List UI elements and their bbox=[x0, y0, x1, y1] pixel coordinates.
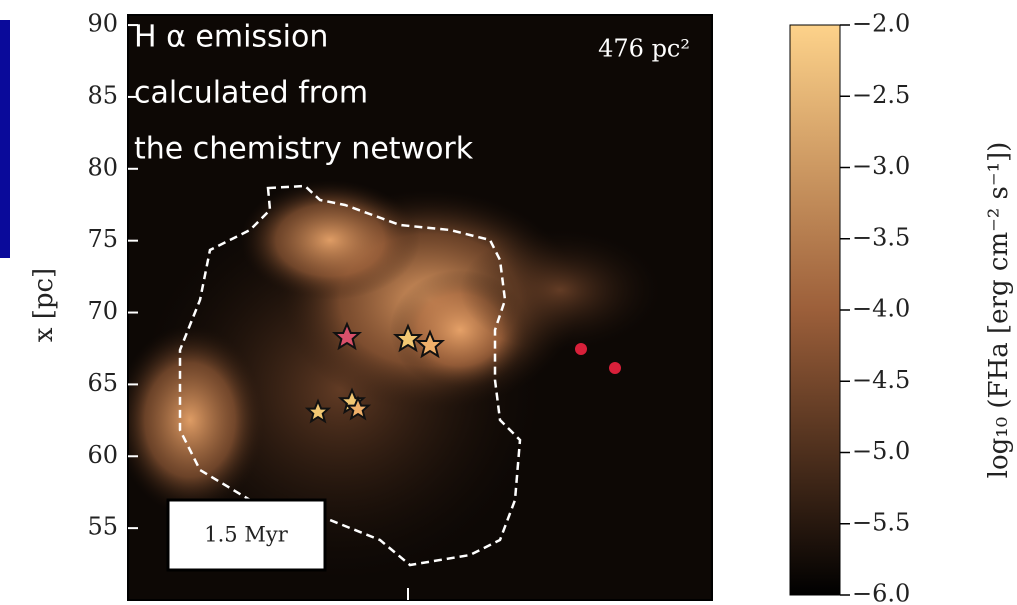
map-region bbox=[240, 180, 420, 300]
y-tick-label: 55 bbox=[87, 513, 118, 541]
source-dot bbox=[609, 362, 621, 374]
annotation: calculated from bbox=[134, 76, 368, 111]
y-tick-label: 70 bbox=[87, 297, 118, 325]
colorbar-tick-label: −2.0 bbox=[852, 10, 910, 38]
colorbar bbox=[790, 25, 840, 595]
y-tick-label: 65 bbox=[87, 369, 118, 397]
time-label: 1.5 Myr bbox=[204, 523, 288, 547]
colorbar-tick-label: −3.5 bbox=[852, 223, 910, 251]
source-dot bbox=[575, 343, 587, 355]
colorbar-label: log₁₀ (FHa [erg cm⁻² s⁻¹]) bbox=[984, 142, 1014, 479]
area-label: 476 pc² bbox=[598, 35, 690, 63]
colorbar-tick-label: −4.5 bbox=[852, 366, 910, 394]
side-bar bbox=[0, 20, 10, 258]
colorbar-tick-label: −5.5 bbox=[852, 508, 910, 536]
y-tick-label: 80 bbox=[87, 153, 118, 181]
colorbar-tick-label: −4.0 bbox=[852, 295, 910, 323]
y-tick-label: 85 bbox=[87, 81, 118, 109]
map-region bbox=[460, 230, 660, 350]
y-tick-label: 90 bbox=[87, 10, 118, 38]
map-region bbox=[115, 325, 265, 515]
annotation: H α emission bbox=[134, 20, 328, 55]
colorbar-tick-label: −6.0 bbox=[852, 580, 910, 605]
figure: 1.5 Myr 476 pc² x [pc] log₁₀ (FHa [erg c… bbox=[0, 0, 1017, 605]
y-tick-label: 75 bbox=[87, 225, 118, 253]
colorbar-tick-label: −2.5 bbox=[852, 81, 910, 109]
y-axis-label: x [pc] bbox=[29, 268, 59, 342]
y-tick-label: 60 bbox=[87, 441, 118, 469]
colorbar-tick-label: −3.0 bbox=[852, 152, 910, 180]
colorbar-tick-label: −5.0 bbox=[852, 437, 910, 465]
annotation: the chemistry network bbox=[134, 132, 474, 167]
